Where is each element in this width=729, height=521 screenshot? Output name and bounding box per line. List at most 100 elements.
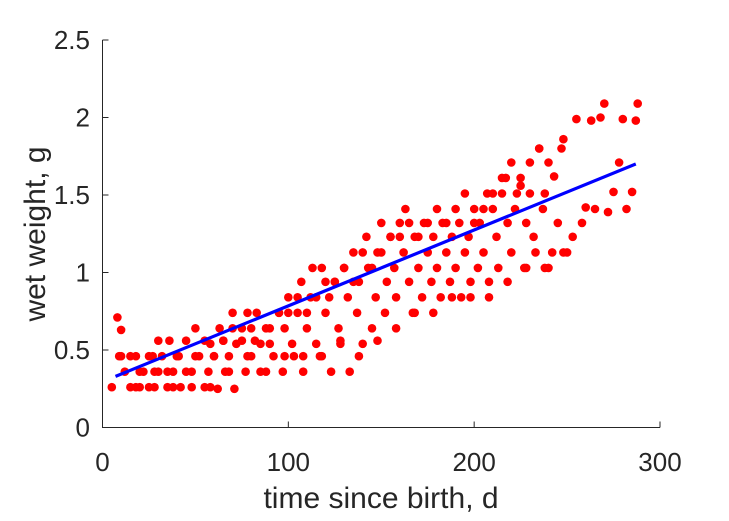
data-point [224, 351, 234, 361]
data-point [586, 116, 596, 125]
data-point [544, 158, 553, 167]
data-point [557, 144, 566, 153]
data-point [494, 263, 503, 273]
plot-area [107, 99, 642, 394]
data-point [549, 172, 559, 181]
data-point [469, 204, 479, 214]
data-point [377, 218, 386, 228]
data-point [377, 248, 386, 257]
data-point [382, 277, 392, 287]
data-point [600, 99, 609, 108]
x-tick-label: 0 [95, 447, 109, 477]
data-point [395, 218, 405, 228]
data-point [460, 248, 470, 257]
data-point [237, 336, 247, 346]
data-point [618, 114, 628, 124]
fit-line [114, 162, 637, 378]
data-point [534, 144, 544, 153]
data-point [466, 293, 475, 302]
data-point [293, 293, 302, 302]
data-point [432, 263, 442, 273]
data-point [622, 204, 631, 214]
data-point [373, 336, 382, 346]
data-point [460, 189, 470, 198]
data-point [445, 277, 455, 287]
data-point [572, 114, 581, 124]
data-point [321, 277, 330, 287]
data-point [144, 351, 154, 361]
data-point [451, 263, 460, 273]
data-point [492, 232, 501, 242]
data-point [241, 367, 250, 377]
data-point [297, 277, 306, 287]
data-point [176, 382, 185, 392]
data-point [507, 248, 516, 257]
data-point [442, 218, 451, 228]
data-point [324, 293, 334, 302]
data-point [135, 367, 144, 377]
data-point [181, 336, 191, 346]
data-point [321, 308, 330, 318]
data-point [209, 351, 219, 361]
data-point [311, 339, 321, 349]
data-point [113, 313, 122, 322]
data-point [116, 325, 126, 335]
y-tick-label: 1 [76, 258, 90, 288]
data-point [261, 367, 271, 377]
data-point [330, 277, 340, 287]
y-tick-label: 1.5 [54, 180, 90, 210]
ticks: 0 100 200 300 0 0.5 1 1.5 2 2.5 [54, 25, 682, 477]
data-point [345, 367, 355, 377]
data-point [298, 351, 308, 361]
data-point [427, 277, 436, 287]
data-point [442, 248, 451, 257]
data-point [349, 248, 358, 257]
data-point [352, 308, 362, 318]
data-point [484, 277, 494, 287]
data-point [126, 351, 135, 361]
data-point [395, 232, 405, 242]
data-point [358, 248, 368, 257]
data-point [516, 173, 525, 183]
data-point [512, 189, 522, 198]
data-point [206, 382, 215, 392]
data-point [404, 277, 414, 287]
data-point [410, 308, 420, 318]
data-point [456, 293, 466, 302]
data-point [187, 382, 196, 392]
data-point [417, 293, 427, 302]
data-point [269, 351, 278, 361]
x-tick-label: 100 [267, 447, 310, 477]
data-point [367, 324, 377, 333]
data-point [224, 367, 234, 377]
data-point [581, 203, 590, 212]
data-point [553, 218, 563, 228]
data-point [131, 382, 141, 392]
data-point [243, 351, 252, 361]
data-point [414, 263, 423, 273]
data-point [265, 339, 275, 349]
data-point [107, 382, 117, 392]
data-point [614, 158, 624, 167]
data-point [284, 293, 293, 302]
data-point [423, 218, 433, 228]
axes [102, 40, 660, 428]
y-tick-label: 0.5 [54, 335, 90, 365]
data-point [540, 263, 550, 273]
data-point [386, 232, 395, 242]
data-point [521, 218, 531, 228]
data-point [204, 367, 213, 377]
data-point [246, 324, 256, 333]
data-point [538, 204, 548, 214]
data-point [633, 99, 642, 108]
data-point [362, 232, 371, 242]
data-point [371, 293, 381, 302]
data-point [228, 308, 237, 318]
data-point [547, 248, 557, 257]
data-point [455, 218, 464, 228]
data-point [466, 277, 475, 287]
data-point [326, 367, 336, 377]
data-point [603, 207, 613, 217]
data-point [284, 308, 293, 318]
data-point [401, 204, 410, 214]
